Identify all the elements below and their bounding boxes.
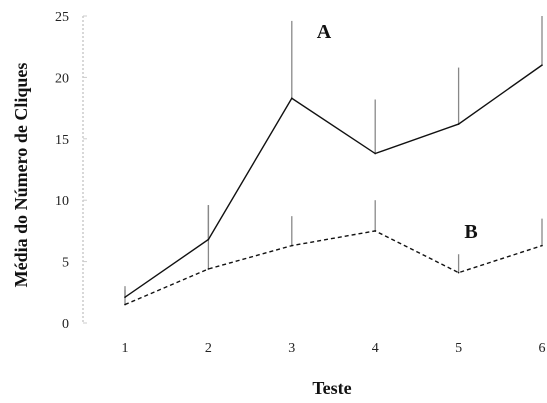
x-axis-title: Teste [312,378,351,398]
series-label-b: B [464,221,477,243]
x-tick-label: 2 [205,341,212,356]
y-tick-label: 15 [55,133,69,148]
error-bars [124,16,543,305]
data-point-b [541,244,543,247]
data-point-a [457,123,460,125]
data-point-b [124,303,126,306]
y-tick-label: 20 [55,71,69,86]
y-tick-label: 25 [55,10,69,25]
x-axis: 1 2 3 4 5 6 [122,341,546,356]
y-tick-label: 10 [55,194,69,209]
data-point-a [291,97,293,100]
data-point-a [374,152,377,155]
series-label-a: A [317,21,332,43]
series-labels: AB [317,21,478,243]
x-tick-label: 1 [122,341,129,356]
data-point-b [457,271,460,274]
data-point-a [541,64,543,66]
x-tick-label: 3 [288,341,295,356]
series-lines [124,64,543,306]
y-axis: 0 5 10 15 20 25 [55,10,87,332]
y-tick-label: 5 [62,256,69,271]
data-point-a [124,296,126,299]
y-tick-label: 0 [62,317,69,332]
series-line-a [124,64,543,298]
data-point-b [291,244,293,247]
x-tick-label: 5 [455,341,462,356]
data-point-b [207,268,210,270]
x-tick-label: 4 [372,341,379,356]
y-axis-title: Média do Número de Cliques [11,63,31,288]
x-tick-label: 6 [539,341,546,356]
series-line-b [124,230,543,306]
data-point-a [207,238,210,241]
data-point-b [374,230,377,232]
